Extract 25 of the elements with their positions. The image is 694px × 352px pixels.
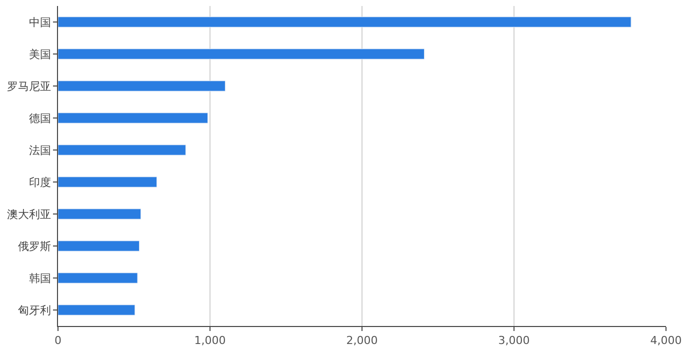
bar bbox=[58, 112, 208, 124]
x-tick-label: 3,000 bbox=[498, 334, 530, 348]
bar bbox=[58, 80, 226, 92]
y-tick-label: 韩国 bbox=[28, 272, 51, 285]
x-tick-label: 2,000 bbox=[346, 334, 378, 348]
y-tick-label: 匈牙利 bbox=[18, 304, 51, 317]
bar bbox=[58, 176, 158, 188]
y-tick-label: 法国 bbox=[28, 144, 51, 157]
y-tick-label: 印度 bbox=[28, 176, 51, 189]
y-tick-label: 美国 bbox=[28, 48, 51, 61]
x-tick-label: 1,000 bbox=[194, 334, 226, 348]
x-tick-label: 0 bbox=[54, 334, 62, 348]
x-tick-label: 4,000 bbox=[650, 334, 682, 348]
bar bbox=[58, 304, 136, 316]
bar bbox=[58, 272, 138, 284]
bar bbox=[58, 16, 632, 28]
y-tick-label: 俄罗斯 bbox=[18, 240, 51, 253]
y-tick-label: 澳大利亚 bbox=[6, 208, 51, 221]
y-tick-label: 德国 bbox=[28, 112, 51, 125]
bar bbox=[58, 240, 140, 252]
bar bbox=[58, 48, 425, 60]
bar bbox=[58, 208, 142, 220]
y-tick-label: 中国 bbox=[28, 16, 51, 29]
y-tick-label: 罗马尼亚 bbox=[6, 80, 51, 93]
bar bbox=[58, 144, 186, 156]
